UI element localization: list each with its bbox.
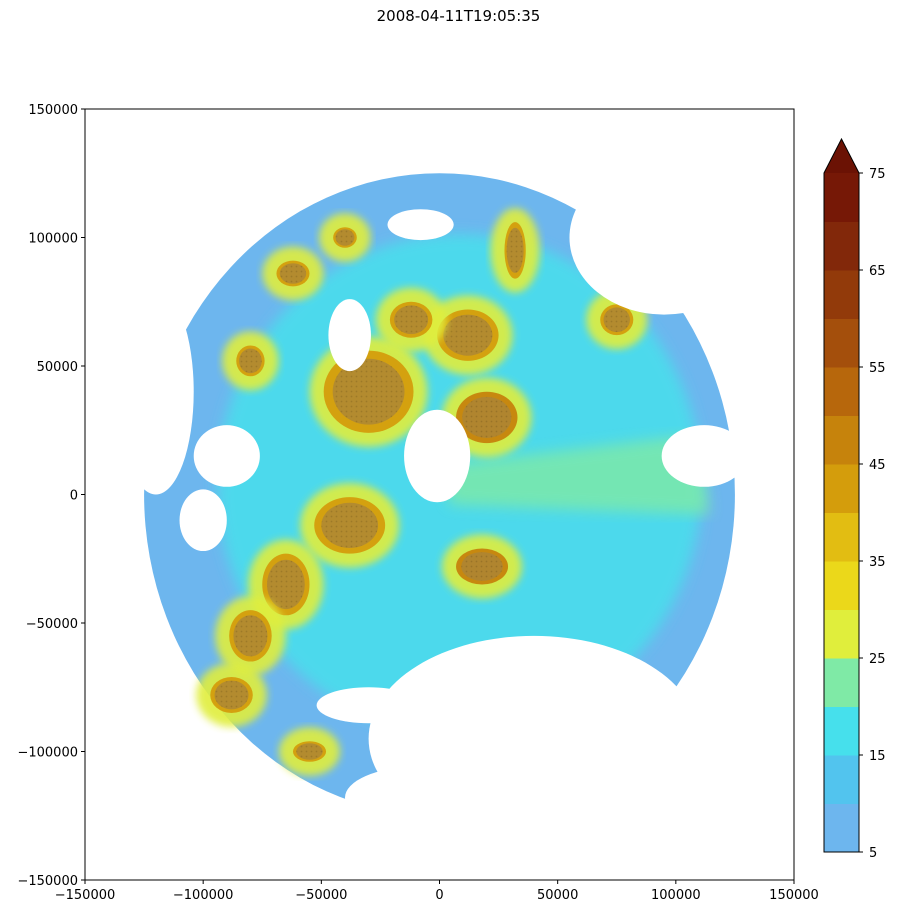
x-tick-label: 50000 bbox=[537, 888, 578, 903]
x-axis: −150000 −100000 −50000 0 50000 100000 150000 bbox=[55, 880, 819, 903]
moderate-echo-band bbox=[444, 434, 710, 515]
no-echo-gap bbox=[193, 425, 260, 487]
no-echo-gap bbox=[387, 209, 454, 241]
x-tick-label: 0 bbox=[435, 888, 443, 903]
no-echo-gap bbox=[118, 288, 194, 495]
colorbar-segment bbox=[824, 803, 859, 853]
echo-cell-core bbox=[335, 229, 355, 246]
colorbar-outline bbox=[823, 137, 860, 853]
colorbar-tick-label: 55 bbox=[869, 361, 886, 376]
colorbar-tick-label: 35 bbox=[869, 555, 886, 570]
echo-cell-core bbox=[462, 396, 512, 438]
y-tick-label: 150000 bbox=[28, 103, 78, 118]
no-echo-gap bbox=[328, 299, 371, 372]
colorbar-tick-label: 5 bbox=[869, 846, 877, 861]
y-tick-label: −100000 bbox=[17, 746, 78, 761]
echo-cell-core bbox=[296, 743, 323, 760]
echo-cell-core bbox=[233, 615, 268, 657]
chart-title: 2008-04-11T19:05:35 bbox=[376, 7, 541, 25]
colorbar-tick-label: 75 bbox=[869, 167, 886, 182]
echo-cell-core bbox=[214, 680, 249, 710]
colorbar-segment bbox=[824, 173, 859, 222]
x-tick-label: 150000 bbox=[769, 888, 819, 903]
y-tick-label: 50000 bbox=[37, 360, 78, 375]
echo-cell-core bbox=[394, 305, 429, 335]
echo-cell-core bbox=[321, 502, 379, 548]
colorbar-segment bbox=[824, 755, 859, 804]
echo-cell-core bbox=[266, 559, 305, 610]
colorbar-tick-label: 45 bbox=[869, 458, 886, 473]
echo-cell-core bbox=[603, 307, 630, 333]
no-echo-gap bbox=[179, 489, 227, 552]
y-tick-label: 0 bbox=[70, 489, 78, 504]
y-tick-label: −50000 bbox=[26, 617, 78, 632]
colorbar-segment bbox=[824, 561, 859, 610]
colorbar-tick-label: 15 bbox=[869, 749, 886, 764]
y-tick-label: −150000 bbox=[17, 874, 78, 889]
colorbar-segment bbox=[824, 221, 859, 271]
colorbar-segment bbox=[824, 464, 859, 513]
y-axis: 150000 100000 50000 0 −50000 −100000 −150000 bbox=[17, 103, 85, 889]
y-tick-label: 100000 bbox=[28, 232, 78, 247]
echo-cell-core bbox=[279, 263, 307, 284]
colorbar-segment bbox=[824, 512, 859, 562]
colorbar-segment bbox=[824, 415, 859, 465]
colorbar-segment bbox=[824, 706, 859, 756]
x-tick-label: −150000 bbox=[55, 888, 116, 903]
echo-cell-core bbox=[332, 358, 405, 425]
echo-cell-core bbox=[239, 348, 262, 374]
colorbar-segment bbox=[824, 609, 859, 659]
x-tick-label: −100000 bbox=[173, 888, 234, 903]
echo-cell-core bbox=[443, 314, 493, 356]
colorbar-segment bbox=[824, 658, 859, 707]
echo-cell-core bbox=[506, 227, 524, 273]
echo-cell-core bbox=[461, 552, 503, 581]
colorbar-tick-label: 25 bbox=[869, 652, 886, 667]
colorbar: 5 15 25 35 45 55 65 75 bbox=[823, 137, 886, 861]
colorbar-segment bbox=[824, 318, 859, 368]
no-echo-gap bbox=[368, 635, 700, 842]
no-echo-gap bbox=[569, 160, 759, 315]
reflectivity-field bbox=[118, 160, 759, 842]
no-echo-gap bbox=[661, 425, 747, 487]
x-tick-label: −50000 bbox=[295, 888, 347, 903]
no-echo-gap bbox=[404, 409, 471, 503]
colorbar-segment bbox=[824, 270, 859, 319]
colorbar-extend-arrow bbox=[824, 139, 859, 173]
colorbar-segment bbox=[824, 367, 859, 416]
x-tick-label: 100000 bbox=[651, 888, 701, 903]
colorbar-tick-label: 65 bbox=[869, 264, 886, 279]
